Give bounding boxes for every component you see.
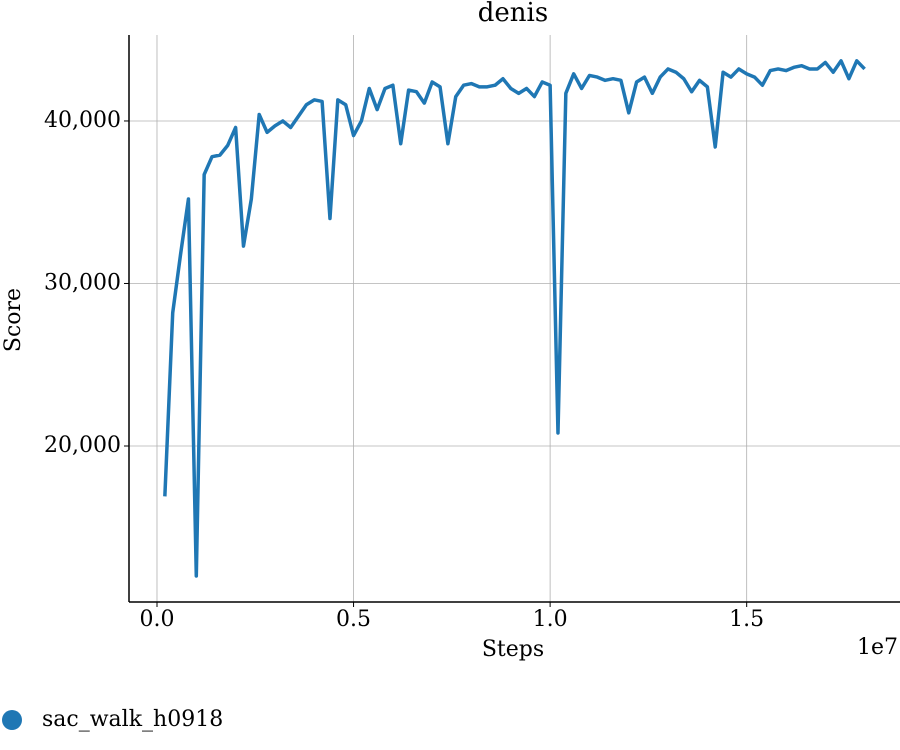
y-axis-label: Score — [1, 288, 26, 352]
legend-label: sac_walk_h0918 — [42, 707, 223, 732]
x-axis-label: Steps — [482, 637, 544, 662]
series-line — [163, 59, 866, 578]
y-tick-label: 20,000 — [44, 433, 121, 458]
y-tick-label: 40,000 — [44, 108, 121, 133]
x-tick-label: 1.5 — [729, 607, 764, 632]
legend-marker — [2, 710, 22, 730]
x-tick-label: 1.0 — [533, 607, 568, 632]
x-offset-label: 1e7 — [857, 635, 898, 660]
x-tick-label: 0.5 — [336, 607, 371, 632]
y-tick-label: 30,000 — [44, 270, 121, 295]
chart-title: denis — [478, 0, 548, 28]
x-tick-label: 0.0 — [139, 607, 174, 632]
